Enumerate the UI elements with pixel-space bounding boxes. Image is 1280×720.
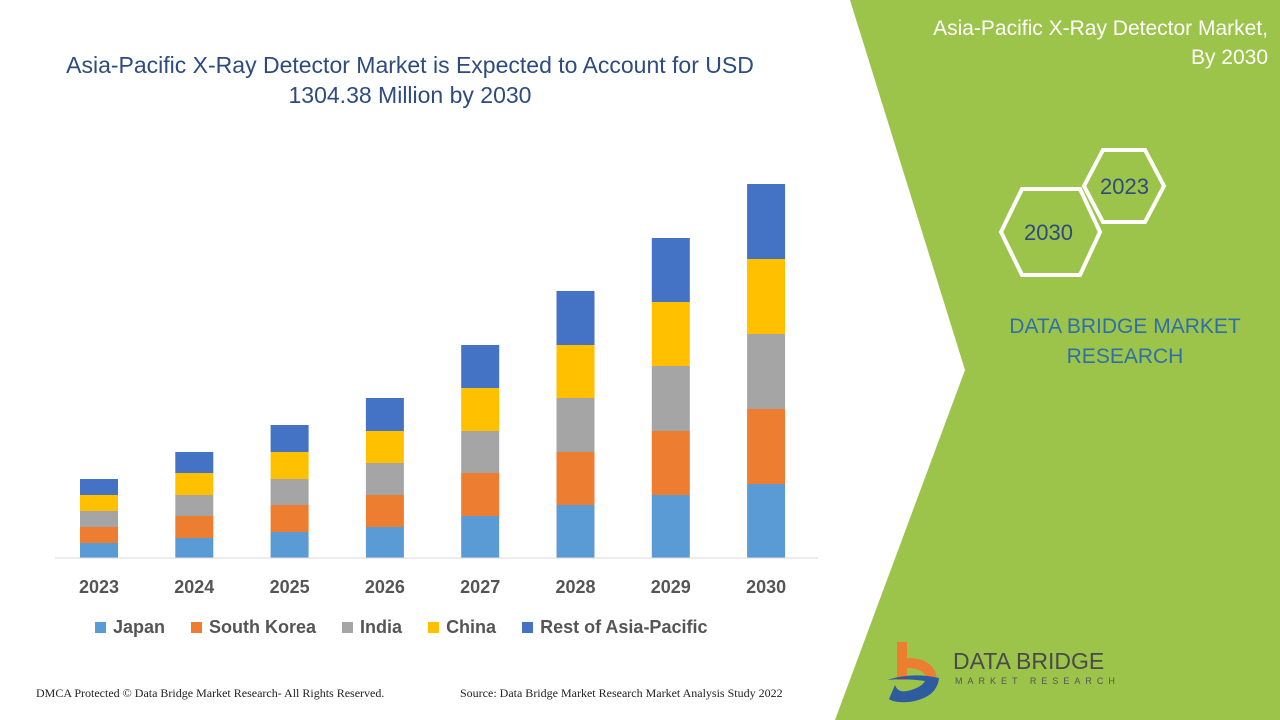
bar-2026-china [365, 431, 404, 463]
bar-2027-china [461, 388, 500, 431]
hexagon-2030-icon [998, 187, 1103, 277]
green-side-panel [835, 0, 1280, 720]
bar-2030-rest-of-asia-pacific [747, 184, 786, 259]
bar-2027-rest-of-asia-pacific [461, 345, 500, 388]
legend-label: Rest of Asia-Pacific [540, 617, 708, 637]
bar-2025-china [270, 452, 309, 479]
bar-2029-rest-of-asia-pacific [651, 238, 690, 302]
bar-2023-india [80, 511, 118, 527]
legend-label: China [446, 617, 497, 637]
bar-2023-rest-of-asia-pacific [80, 479, 118, 495]
x-tick-label: 2030 [746, 577, 786, 597]
bar-2028-china [556, 345, 595, 398]
bar-2025-india [270, 479, 309, 505]
legend-swatch [522, 622, 534, 633]
bar-2030-japan [747, 484, 786, 558]
bar-2027-india [461, 431, 500, 473]
legend-label: South Korea [209, 617, 317, 637]
legend-item: Rest of Asia-Pacific [522, 617, 707, 638]
x-tick-label: 2028 [555, 577, 595, 597]
x-tick-label: 2025 [270, 577, 310, 597]
bar-2028-japan [556, 505, 595, 558]
bar-2027-japan [461, 516, 500, 558]
bar-2028-rest-of-asia-pacific [556, 291, 595, 345]
bar-2023-south-korea [80, 527, 118, 543]
bar-2024-india [175, 495, 214, 516]
bar-2023-japan [80, 543, 118, 558]
legend-item: South Korea [191, 617, 316, 638]
chart-title: Asia-Pacific X-Ray Detector Market is Ex… [66, 52, 754, 108]
bar-2028-south-korea [556, 452, 595, 505]
bar-2029-china [651, 302, 690, 366]
legend-swatch [428, 622, 440, 633]
legend-item: India [342, 617, 402, 638]
bar-2024-south-korea [175, 516, 214, 538]
footer-source: Source: Data Bridge Market Research Mark… [460, 686, 783, 700]
bar-2030-south-korea [747, 409, 786, 484]
bar-2030-china [747, 259, 786, 334]
legend-swatch [95, 622, 106, 633]
bar-2025-south-korea [270, 505, 309, 532]
bar-2026-japan [365, 527, 404, 558]
x-tick-label: 2026 [365, 577, 405, 597]
legend-label: Japan [113, 617, 166, 637]
hex-label-2023: 2023 [1100, 174, 1149, 199]
hex-label-2030: 2030 [1024, 220, 1073, 245]
x-tick-label: 2023 [79, 577, 119, 597]
legend-label: India [360, 617, 403, 637]
bar-2026-india [365, 463, 404, 495]
brand-text: DATA BRIDGE MARKET RESEARCH [1009, 315, 1241, 368]
x-tick-label: 2027 [460, 577, 500, 597]
bar-2029-japan [651, 495, 690, 558]
bar-2026-south-korea [365, 495, 404, 527]
bar-2024-china [175, 473, 214, 495]
legend-item: China [428, 617, 496, 638]
x-tick-label: 2024 [174, 577, 214, 597]
footer-copyright: DMCA Protected © Data Bridge Market Rese… [36, 686, 385, 700]
legend-swatch [191, 622, 203, 633]
legend-swatch [342, 622, 354, 633]
stacked-bar-chart: 2023 2024 2025 2026 2027 2028 2029 2030 [79, 184, 786, 597]
logo-name: DATA BRIDGE [953, 648, 1105, 674]
bar-2026-rest-of-asia-pacific [365, 398, 404, 431]
logo-subtitle: MARKET RESEARCH [955, 676, 1120, 686]
bar-2024-rest-of-asia-pacific [175, 452, 214, 473]
bar-2024-japan [175, 538, 214, 558]
panel-title: Asia-Pacific X-Ray Detector Market, By 20… [933, 17, 1268, 69]
bar-2025-japan [270, 532, 309, 558]
bar-2028-india [556, 398, 595, 452]
legend-item: Japan [95, 617, 165, 638]
hexagon-2023-icon [1081, 148, 1167, 224]
x-tick-label: 2029 [651, 577, 691, 597]
bar-2029-south-korea [651, 431, 690, 495]
legend: Japan South Korea India China Rest of Asia-P… [95, 617, 733, 638]
bar-2025-rest-of-asia-pacific [270, 425, 309, 452]
data-bridge-logo-icon [887, 642, 939, 703]
bar-2023-china [80, 495, 118, 511]
bar-2029-india [651, 366, 690, 431]
bar-2027-south-korea [461, 473, 500, 516]
bar-2030-india [747, 334, 786, 409]
